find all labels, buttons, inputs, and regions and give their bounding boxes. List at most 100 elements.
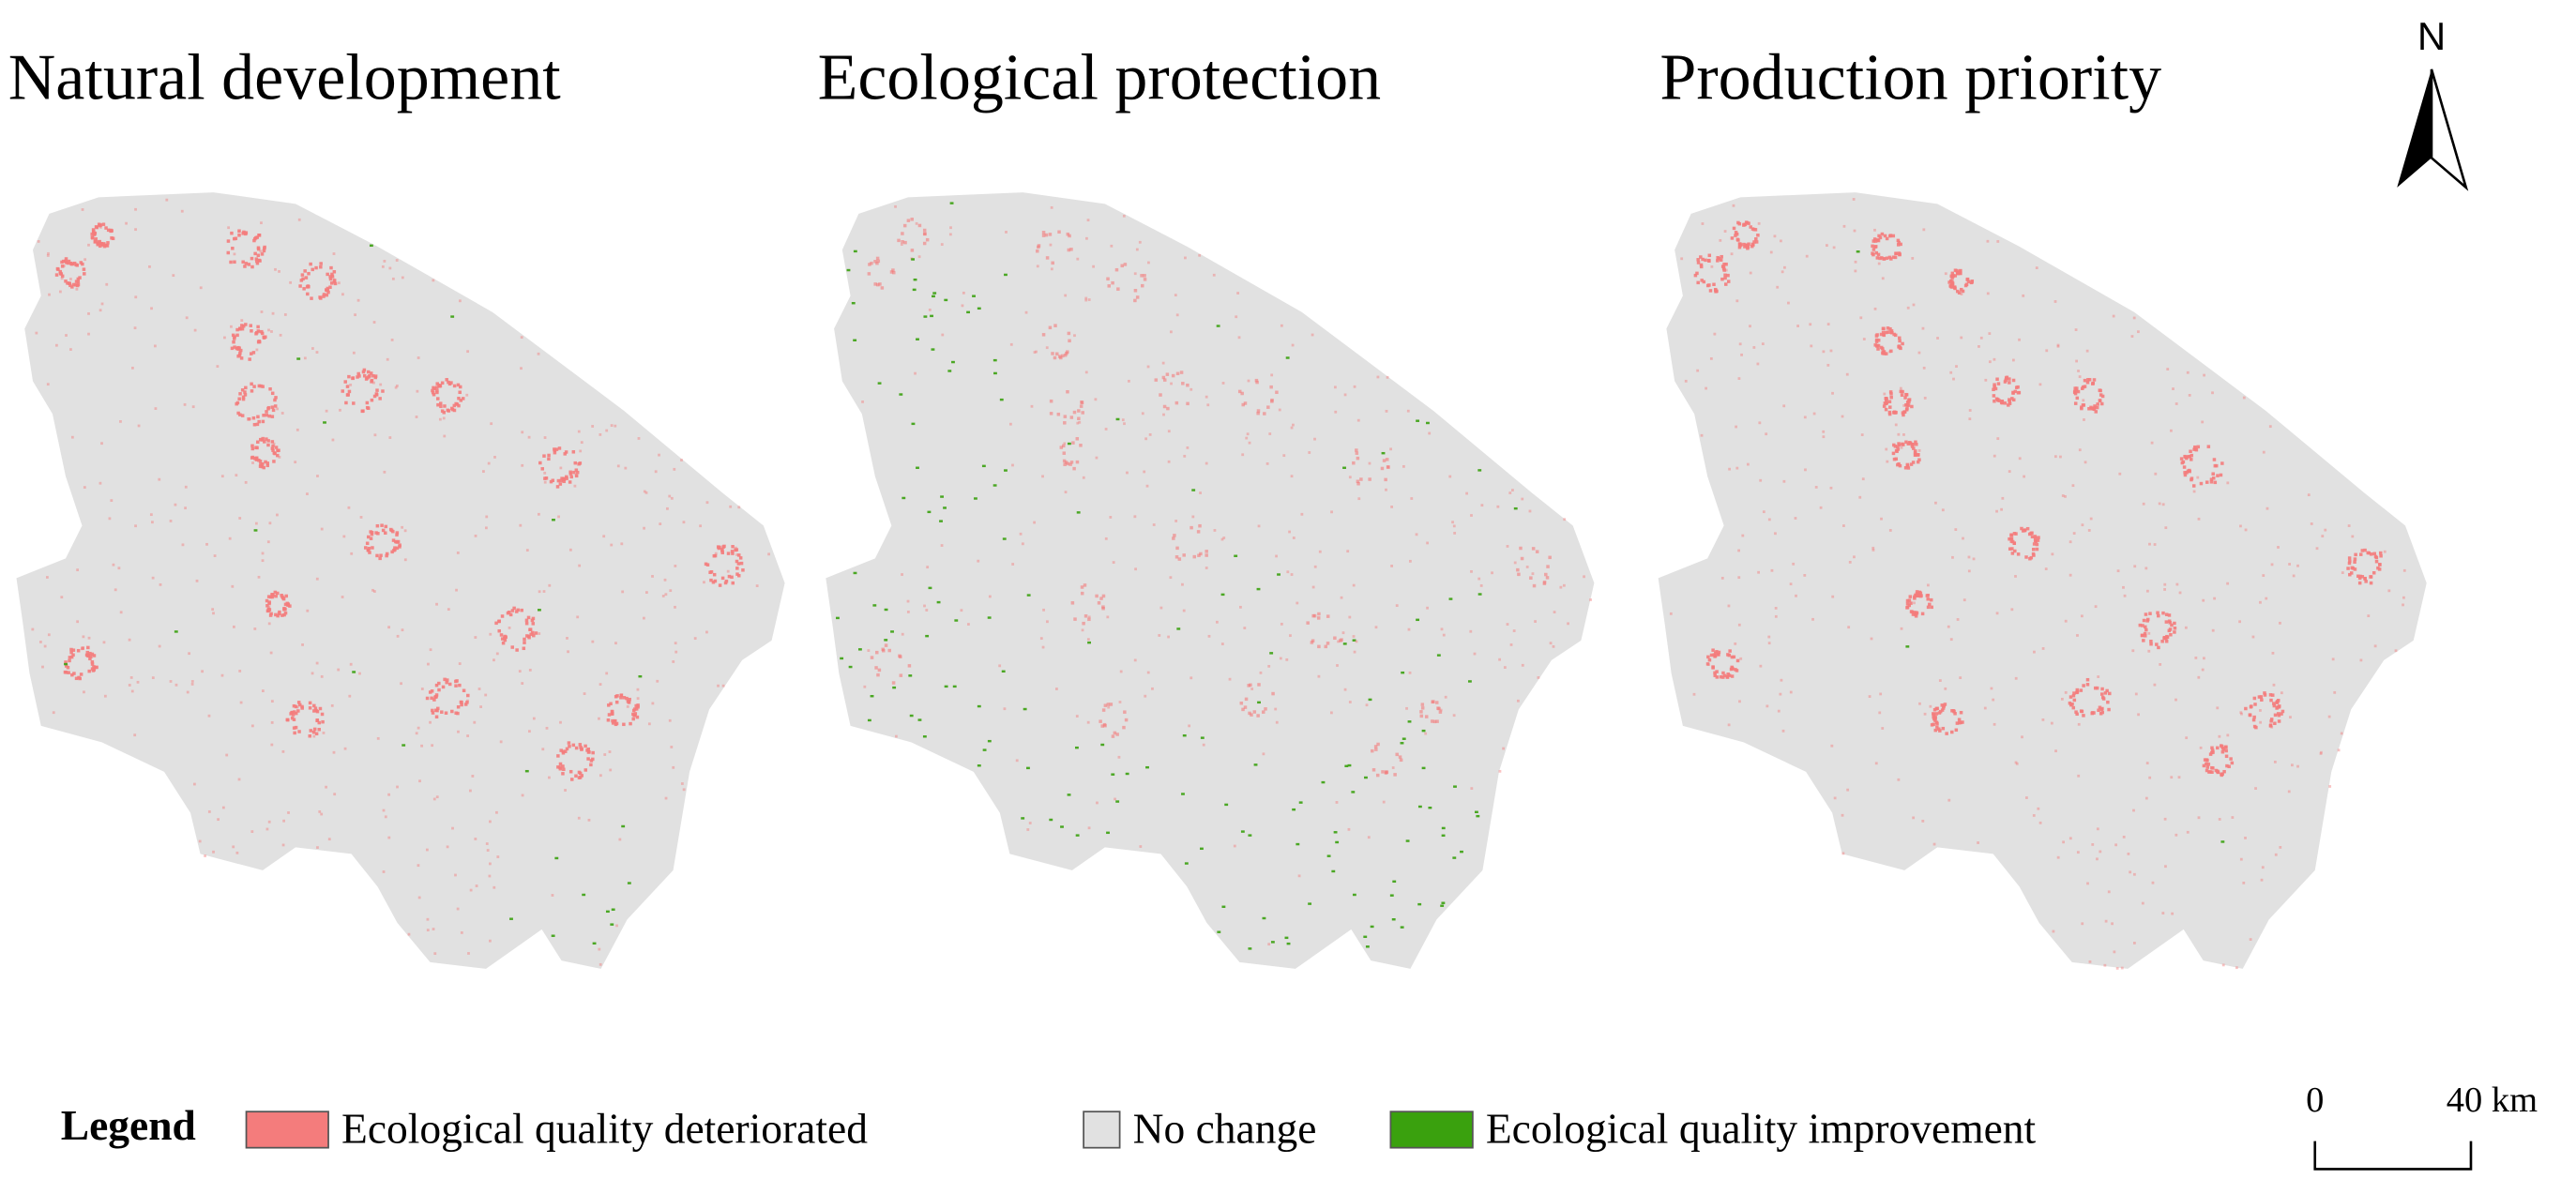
deteriorated-pixel xyxy=(1932,717,1936,721)
deteriorated-pixel xyxy=(238,517,242,520)
improved-pixel xyxy=(1002,537,1007,540)
improved-pixel xyxy=(952,685,957,688)
deteriorated-pixel xyxy=(341,596,344,598)
deteriorated-pixel xyxy=(282,612,286,617)
improved-pixel xyxy=(1400,926,1404,929)
deteriorated-pixel xyxy=(1898,463,1902,468)
deteriorated-pixel xyxy=(1266,405,1270,409)
deteriorated-pixel xyxy=(415,732,418,735)
improved-pixel xyxy=(977,764,981,767)
deteriorated-pixel xyxy=(917,223,922,228)
deteriorated-pixel xyxy=(636,703,640,707)
deteriorated-pixel xyxy=(63,670,68,674)
deteriorated-pixel xyxy=(1947,625,1950,628)
deteriorated-pixel xyxy=(432,698,436,702)
deteriorated-pixel xyxy=(321,719,325,724)
deteriorated-pixel xyxy=(1893,255,1898,260)
deteriorated-pixel xyxy=(1179,370,1184,374)
deteriorated-pixel xyxy=(2248,713,2252,718)
deteriorated-pixel xyxy=(2015,762,2019,765)
improved-pixel xyxy=(1111,773,1115,776)
deteriorated-pixel xyxy=(1724,282,1728,286)
deteriorated-pixel xyxy=(1236,292,1240,295)
deteriorated-pixel xyxy=(256,415,260,419)
deteriorated-pixel xyxy=(1701,222,1705,225)
deteriorated-pixel xyxy=(1290,475,1294,478)
deteriorated-pixel xyxy=(1357,497,1361,501)
deteriorated-pixel xyxy=(329,265,333,270)
deteriorated-pixel xyxy=(60,277,64,280)
region xyxy=(826,192,1595,969)
deteriorated-pixel xyxy=(1951,555,1954,559)
deteriorated-pixel xyxy=(2098,399,2102,402)
deteriorated-pixel xyxy=(272,460,276,463)
deteriorated-pixel xyxy=(727,574,732,579)
deteriorated-pixel xyxy=(2170,776,2174,779)
deteriorated-pixel xyxy=(1143,274,1146,278)
deteriorated-pixel xyxy=(621,590,625,594)
deteriorated-pixel xyxy=(1241,453,1245,457)
deteriorated-pixel xyxy=(1079,444,1083,447)
deteriorated-pixel xyxy=(1723,230,1727,233)
deteriorated-pixel xyxy=(1508,491,1512,494)
deteriorated-pixel xyxy=(2003,401,2008,405)
deteriorated-pixel xyxy=(258,259,262,263)
deteriorated-pixel xyxy=(2011,378,2016,383)
deteriorated-pixel xyxy=(92,668,97,672)
deteriorated-pixel xyxy=(553,450,557,455)
deteriorated-pixel xyxy=(489,939,492,943)
deteriorated-pixel xyxy=(1728,649,1732,653)
deteriorated-pixel xyxy=(2360,575,2365,579)
deteriorated-pixel xyxy=(331,438,335,442)
deteriorated-pixel xyxy=(68,658,71,663)
improved-pixel xyxy=(972,295,976,297)
deteriorated-pixel xyxy=(519,523,523,527)
improved-pixel xyxy=(1184,862,1189,865)
deteriorated-pixel xyxy=(2164,612,2169,616)
deteriorated-pixel xyxy=(1233,844,1236,848)
deteriorated-pixel xyxy=(1444,695,1447,699)
deteriorated-pixel xyxy=(901,573,903,576)
deteriorated-pixel xyxy=(656,679,659,683)
deteriorated-pixel xyxy=(66,281,69,285)
deteriorated-pixel xyxy=(578,771,583,776)
deteriorated-pixel xyxy=(384,815,387,819)
deteriorated-pixel xyxy=(1872,237,1877,241)
deteriorated-pixel xyxy=(1814,486,1818,489)
deteriorated-pixel xyxy=(2023,475,2025,478)
improved-pixel xyxy=(1049,818,1053,822)
deteriorated-pixel xyxy=(726,552,731,555)
deteriorated-pixel xyxy=(244,480,248,484)
improved-pixel xyxy=(638,674,643,678)
deteriorated-pixel xyxy=(1792,562,1796,566)
deteriorated-pixel xyxy=(1885,447,1888,451)
deteriorated-pixel xyxy=(1901,389,1904,394)
deteriorated-pixel xyxy=(548,776,551,779)
deteriorated-pixel xyxy=(1162,413,1165,416)
deteriorated-pixel xyxy=(447,608,450,612)
deteriorated-pixel xyxy=(1348,615,1352,619)
deteriorated-pixel xyxy=(1030,404,1034,408)
deteriorated-pixel xyxy=(922,228,927,233)
deteriorated-pixel xyxy=(591,640,595,643)
deteriorated-pixel xyxy=(602,535,606,538)
deteriorated-pixel xyxy=(241,397,246,401)
deteriorated-pixel xyxy=(456,907,460,911)
deteriorated-pixel xyxy=(1997,399,2001,402)
deteriorated-pixel xyxy=(1306,621,1310,625)
deteriorated-pixel xyxy=(500,614,505,618)
deteriorated-pixel xyxy=(961,304,964,308)
deteriorated-pixel xyxy=(1918,591,1923,596)
deteriorated-pixel xyxy=(2033,538,2038,543)
deteriorated-pixel xyxy=(361,370,366,374)
deteriorated-pixel xyxy=(1713,654,1718,658)
deteriorated-pixel xyxy=(1008,422,1012,426)
deteriorated-pixel xyxy=(283,611,288,615)
deteriorated-pixel xyxy=(1709,653,1714,657)
deteriorated-pixel xyxy=(2035,266,2038,269)
deteriorated-pixel xyxy=(2191,484,2196,488)
deteriorated-pixel xyxy=(70,435,74,439)
deteriorated-pixel xyxy=(1848,560,1852,564)
deteriorated-pixel xyxy=(451,826,454,830)
deteriorated-pixel xyxy=(1359,477,1363,481)
